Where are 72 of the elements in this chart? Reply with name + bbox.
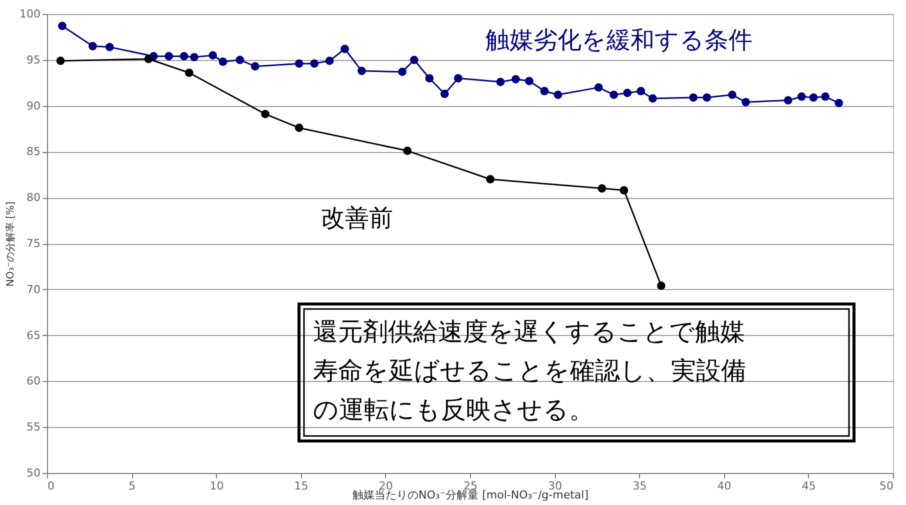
y-tick-label: 85: [26, 145, 40, 158]
point: [294, 59, 304, 68]
point: [180, 52, 188, 60]
y-tick-label: 55: [26, 420, 40, 434]
point: [144, 54, 153, 64]
point: [797, 92, 806, 101]
point: [821, 92, 830, 101]
point: [486, 175, 494, 184]
point: [340, 44, 349, 54]
x-tick-label: 15: [294, 480, 308, 492]
point: [403, 146, 412, 155]
point: [648, 94, 657, 103]
y-tick-label: 90: [26, 99, 40, 112]
series-label: 触媒劣化を緩和する条件: [486, 26, 752, 54]
point: [554, 90, 562, 99]
point: [598, 184, 606, 193]
point: [594, 83, 603, 92]
point: [623, 88, 632, 98]
point: [784, 96, 792, 104]
point: [164, 52, 174, 60]
annotation: 還元剤供給速度を遅くすることで触媒寿命を延ばせることを確認し、実設備の運転にも反映させる。: [313, 317, 746, 424]
point: [540, 86, 549, 96]
point: [56, 56, 65, 65]
point: [236, 56, 244, 64]
point: [496, 78, 505, 86]
point: [525, 76, 534, 86]
point: [742, 98, 750, 106]
x-tick-label: 0: [48, 480, 54, 492]
point: [190, 52, 198, 62]
y-tick-label: 70: [26, 282, 40, 296]
point: [425, 74, 434, 82]
x-tick-label: 50: [880, 480, 894, 492]
y-tick-label: 80: [26, 191, 40, 204]
point: [58, 22, 66, 30]
point: [325, 56, 334, 65]
y-tick-label: 95: [26, 53, 40, 66]
point: [250, 62, 260, 70]
y-tick-label: 100: [20, 8, 40, 20]
y-axis-title: NO₃⁻の分解率 [%]: [4, 201, 17, 287]
y-tick-label: 60: [26, 374, 40, 388]
x-tick-label: 5: [128, 480, 136, 492]
point: [440, 90, 449, 98]
point: [410, 56, 418, 64]
x-tick-label: 40: [717, 480, 732, 492]
point: [88, 42, 97, 50]
y-tick-label: 65: [26, 328, 40, 342]
point: [208, 51, 217, 60]
x-tick-label: 45: [802, 480, 816, 492]
y-tick-label: 50: [26, 466, 40, 480]
point: [310, 59, 319, 68]
point: [702, 93, 712, 102]
point: [294, 124, 304, 132]
point: [398, 68, 407, 76]
point: [834, 98, 844, 108]
point: [657, 282, 666, 290]
y-tick-label: 75: [26, 237, 40, 250]
point: [512, 75, 520, 84]
point: [184, 68, 194, 77]
point: [636, 86, 646, 96]
point: [809, 93, 818, 102]
point: [218, 58, 228, 66]
point: [358, 66, 366, 76]
point: [261, 110, 270, 118]
x-tick-label: 35: [632, 480, 647, 492]
point: [105, 42, 114, 52]
point: [610, 90, 618, 99]
point: [689, 93, 698, 102]
point: [454, 74, 462, 82]
text: 改善前: [321, 204, 393, 232]
point: [620, 186, 628, 194]
point: [728, 90, 736, 99]
x-tick-label: 10: [210, 480, 224, 492]
